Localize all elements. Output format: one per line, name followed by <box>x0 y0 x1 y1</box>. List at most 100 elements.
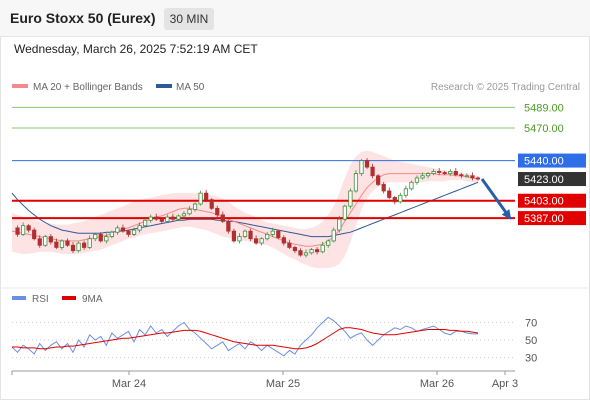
candle-body <box>381 184 386 192</box>
candle-body <box>70 244 76 252</box>
candle-body <box>342 205 347 220</box>
candle-body <box>187 209 192 215</box>
candle-body <box>292 247 298 252</box>
candle-body <box>226 220 231 232</box>
level-tag-3 <box>518 172 586 187</box>
candle-body <box>209 199 214 209</box>
legend-swatch-ma50 <box>156 84 172 88</box>
candle-body <box>364 160 370 168</box>
candle-body <box>220 214 225 222</box>
rsi-ma-line <box>12 327 479 350</box>
candle-body <box>82 242 87 248</box>
candle-body <box>387 190 392 198</box>
rsi-tick-30: 30 <box>525 353 537 365</box>
bollinger-band <box>12 150 478 269</box>
candle-body <box>115 227 120 233</box>
level-tag-2 <box>518 153 586 168</box>
candle-body <box>320 244 325 253</box>
level-tag-5 <box>518 211 586 226</box>
candle-body <box>231 230 237 242</box>
candle-body <box>270 230 275 235</box>
candle-body <box>192 203 198 210</box>
candle-body <box>37 238 42 246</box>
candle-body <box>93 233 98 240</box>
candle-body <box>120 227 126 232</box>
candle-body <box>425 173 431 177</box>
legend-swatch-bollinger <box>12 84 28 88</box>
rsi-line <box>11 316 478 357</box>
rsi-tick-50: 50 <box>525 335 537 347</box>
candle-body <box>148 216 153 221</box>
legend-label-bollinger: MA 20 + Bollinger Bands <box>33 82 143 93</box>
x-tick-label-1: Mar 25 <box>266 378 300 390</box>
level-label-5: 5387.00 <box>524 213 564 225</box>
level-label-4: 5403.00 <box>524 196 564 208</box>
candle-body <box>392 197 397 203</box>
candle-body <box>403 188 408 196</box>
candle-body <box>131 229 137 235</box>
candle-body <box>287 242 292 248</box>
candle-body <box>98 233 103 242</box>
candle-body <box>215 207 220 216</box>
candle-body <box>48 236 53 243</box>
candle-body <box>459 174 464 177</box>
candle-body <box>126 230 131 235</box>
legend-label-ma50: MA 50 <box>176 82 205 93</box>
candle-body <box>337 218 342 231</box>
chart-header: Euro Stoxx 50 (Eurex) 30 MIN <box>0 0 590 37</box>
candle-body <box>109 231 114 237</box>
legend-label-rsi: RSI <box>32 294 49 305</box>
candle-body <box>309 249 314 254</box>
forecast-arrow-head <box>501 209 512 220</box>
candle-body <box>176 215 181 220</box>
level-label-0: 5489.00 <box>524 102 564 114</box>
candle-body <box>420 175 425 179</box>
candle-body <box>198 192 203 205</box>
candle-body <box>65 240 70 246</box>
candle-body <box>453 171 458 176</box>
x-tick-label-3: Apr 3 <box>492 378 518 390</box>
legend-swatch-9ma <box>62 296 76 300</box>
candle-body <box>442 172 447 174</box>
candle-body <box>253 238 259 244</box>
candle-body <box>376 175 381 185</box>
candle-body <box>242 230 248 237</box>
candle-body <box>281 237 286 244</box>
candle-body <box>315 249 320 253</box>
candle-body <box>165 216 170 222</box>
level-label-2: 5440.00 <box>524 156 564 168</box>
candle-body <box>87 238 92 248</box>
rsi-tick-70: 70 <box>525 318 537 330</box>
candle-body <box>54 241 59 248</box>
candle-body <box>154 216 159 220</box>
level-tag-4 <box>518 193 586 208</box>
x-tick-label-2: Mar 26 <box>420 378 454 390</box>
candle-body <box>104 236 109 242</box>
candle-body <box>331 229 336 242</box>
candle-body <box>464 175 470 178</box>
level-label-1: 5470.00 <box>524 123 564 135</box>
candle-body <box>298 250 303 256</box>
candle-body <box>181 213 187 217</box>
candle-body <box>76 242 81 252</box>
chart-title: Euro Stoxx 50 (Eurex) <box>10 10 156 26</box>
candle-body <box>370 166 375 177</box>
candle-body <box>15 227 20 235</box>
timeframe-badge[interactable]: 30 MIN <box>164 8 214 30</box>
legend-label-9ma: 9MA <box>82 294 103 305</box>
candle-body <box>159 218 164 222</box>
candle-body <box>414 177 420 183</box>
candle-body <box>143 219 148 227</box>
candle-body <box>137 225 142 231</box>
candle-body <box>26 225 31 231</box>
candle-body <box>204 192 209 201</box>
candle-body <box>437 171 442 173</box>
candle-body <box>259 238 264 244</box>
candle-body <box>43 236 48 246</box>
candle-body <box>326 240 331 246</box>
legend-swatch-rsi <box>12 296 26 300</box>
candle-body <box>398 194 403 203</box>
candle-body <box>470 175 475 179</box>
candle-body <box>475 177 481 180</box>
candle-body <box>359 160 364 174</box>
